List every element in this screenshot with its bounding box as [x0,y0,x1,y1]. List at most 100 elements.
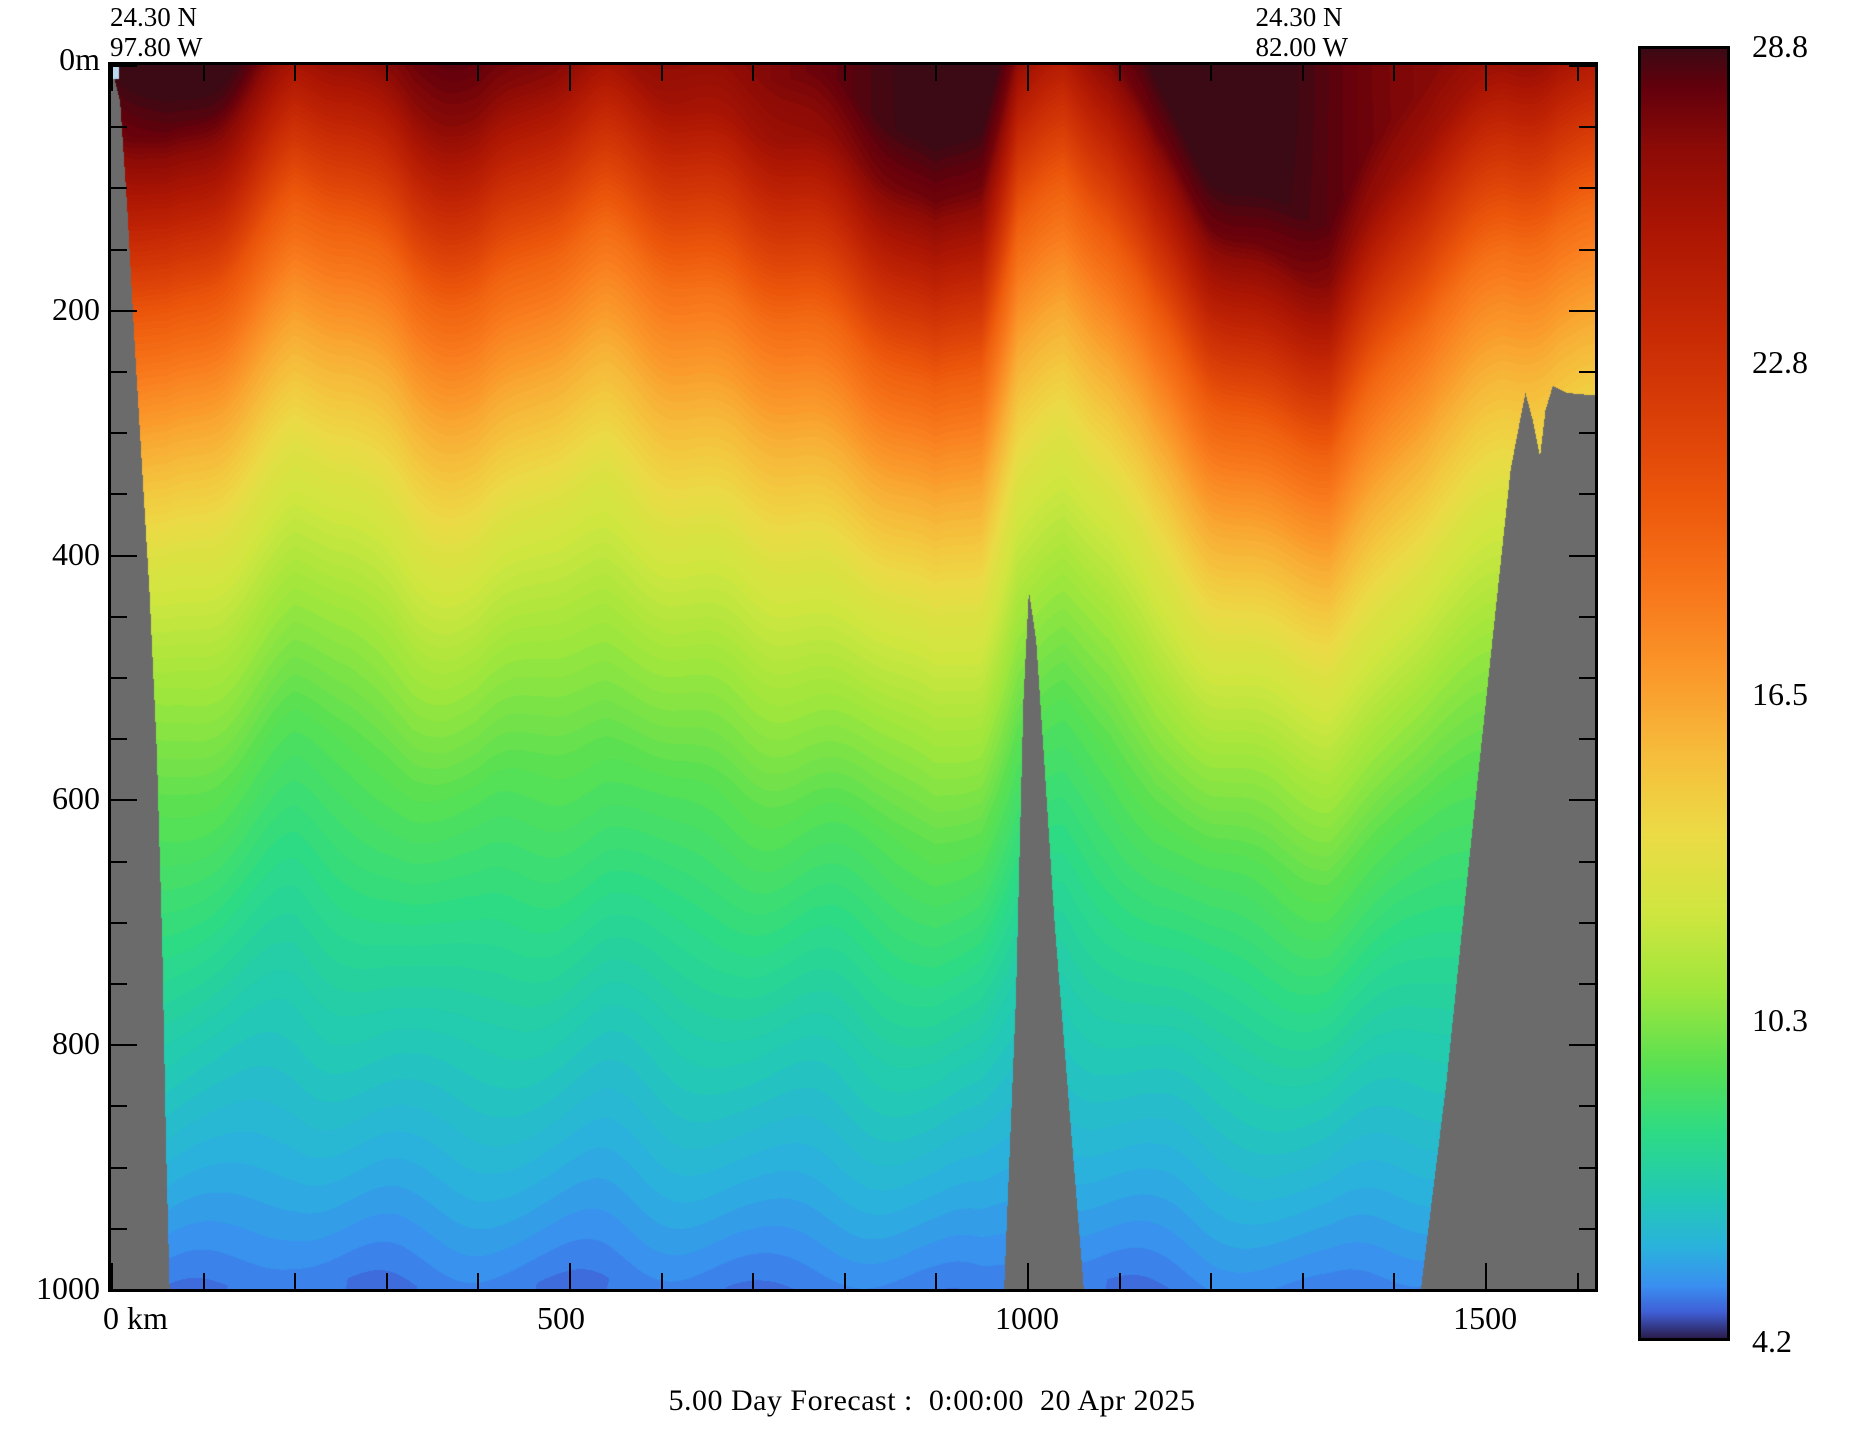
y-axis-minor-tick [111,861,127,863]
y-axis-minor-tick [111,616,127,618]
x-axis-minor-tick-top [386,65,388,81]
x-axis-minor-tick-top [1119,65,1121,81]
y-axis-minor-tick [111,187,127,189]
x-axis-minor-tick-top [661,65,663,81]
x-axis-minor-tick [1302,1273,1304,1289]
x-axis-tick-label: 1500 [1453,1300,1518,1336]
x-axis-tick-label: 1000 [995,1300,1060,1336]
y-axis-major-tick [111,310,137,312]
y-axis-minor-tick-right [1579,1228,1595,1230]
x-axis-major-tick [1027,1263,1029,1289]
x-axis-minor-tick [1119,1273,1121,1289]
coordinate-right-latitude: 24.30 N [1255,2,1343,32]
coordinate-label-left: 24.30 N 97.80 W [110,2,203,62]
y-axis-major-tick [111,555,137,557]
y-axis-minor-tick-right [1579,371,1595,373]
y-axis-major-tick [111,65,137,67]
y-axis-minor-tick [111,249,127,251]
colorbar-tick-label: 10.3 [1752,1001,1808,1038]
y-axis-major-tick-right [1569,310,1595,312]
y-axis-tick-label: 200 [52,290,100,327]
x-axis-minor-tick-top [1210,65,1212,81]
y-axis-minor-tick-right [1579,187,1595,189]
colorbar-tick-label: 4.2 [1752,1323,1792,1359]
y-axis-minor-tick-right [1579,126,1595,128]
x-axis-major-tick-top [1485,65,1487,91]
coordinate-left-longitude: 97.80 W [110,32,203,62]
x-axis-minor-tick [294,1273,296,1289]
x-axis-minor-tick-top [477,65,479,81]
y-axis-minor-tick-right [1579,738,1595,740]
colorbar-gradient [1641,49,1727,1338]
colorbar-tick-label: 16.5 [1752,675,1808,712]
x-axis-minor-tick [752,1273,754,1289]
x-axis-minor-tick-top [1302,65,1304,81]
x-axis-tick-label: 500 [537,1300,586,1336]
y-axis-minor-tick [111,738,127,740]
y-axis-major-tick [111,1044,137,1046]
y-axis-tick-label: 1000 [36,1270,100,1306]
x-axis-minor-tick [1210,1273,1212,1289]
y-axis-major-tick-right [1569,799,1595,801]
y-axis-minor-tick-right [1579,249,1595,251]
colorbar [1638,46,1730,1341]
y-axis-minor-tick-right [1579,1167,1595,1169]
y-axis-minor-tick-right [1579,922,1595,924]
coordinate-label-right: 24.30 N 82.00 W [1256,2,1349,62]
x-axis-minor-tick [935,1273,937,1289]
y-axis-minor-tick [111,371,127,373]
y-axis-minor-tick-right [1579,861,1595,863]
x-axis-minor-tick [386,1273,388,1289]
y-axis-minor-tick [111,432,127,434]
y-axis-minor-tick [111,493,127,495]
x-axis-major-tick-top [1027,65,1029,91]
x-axis-major-tick-top [111,65,113,91]
x-axis-tick-label: 0 km [103,1300,168,1336]
x-axis-major-tick [569,1263,571,1289]
x-axis-major-tick [111,1263,113,1289]
y-axis-minor-tick [111,1105,127,1107]
x-axis-minor-tick [1393,1273,1395,1289]
colorbar-tick-label: 28.8 [1752,28,1808,64]
x-axis-minor-tick [1577,1273,1579,1289]
x-axis-major-tick-top [569,65,571,91]
y-axis-tick-label: 400 [52,535,100,572]
y-axis-minor-tick-right [1579,616,1595,618]
y-axis-minor-tick-right [1579,677,1595,679]
temperature-field-canvas [111,65,1595,1289]
x-axis-minor-tick [477,1273,479,1289]
x-axis-minor-tick [844,1273,846,1289]
x-axis-minor-tick-top [1393,65,1395,81]
y-axis-minor-tick [111,1167,127,1169]
y-axis-minor-tick [111,126,127,128]
x-axis-minor-tick-top [752,65,754,81]
y-axis-minor-tick-right [1579,493,1595,495]
y-axis-minor-tick [111,677,127,679]
y-axis-major-tick-right [1569,555,1595,557]
y-axis-minor-tick-right [1579,1105,1595,1107]
y-axis-minor-tick-right [1579,983,1595,985]
cross-section-plot[interactable] [108,62,1598,1292]
x-axis-minor-tick [203,1273,205,1289]
x-axis-minor-tick-top [935,65,937,81]
y-axis-major-tick [111,1289,137,1291]
y-axis-minor-tick [111,922,127,924]
x-axis-minor-tick [661,1273,663,1289]
x-axis-minor-tick-top [294,65,296,81]
x-axis-minor-tick-top [1577,65,1579,81]
y-axis-major-tick-right [1569,1289,1595,1291]
y-axis-major-tick-right [1569,65,1595,67]
forecast-caption: 5.00 Day Forecast : 0:00:00 20 Apr 2025 [668,1384,1196,1417]
y-axis-major-tick [111,799,137,801]
coordinate-left-latitude: 24.30 N [110,2,197,32]
colorbar-tick-label: 22.8 [1752,343,1808,380]
y-axis-minor-tick [111,1228,127,1230]
y-axis-major-tick-right [1569,1044,1595,1046]
x-axis-minor-tick-top [844,65,846,81]
y-axis-tick-label: 800 [52,1025,100,1062]
coordinate-right-longitude: 82.00 W [1255,32,1349,62]
x-axis-major-tick [1485,1263,1487,1289]
y-axis-tick-label: 0m [59,41,100,77]
x-axis-minor-tick-top [203,65,205,81]
y-axis-minor-tick [111,983,127,985]
